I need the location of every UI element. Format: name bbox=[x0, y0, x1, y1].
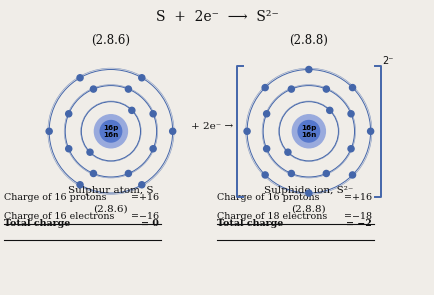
Circle shape bbox=[288, 86, 294, 92]
Text: (2.8.8): (2.8.8) bbox=[289, 34, 328, 47]
Circle shape bbox=[66, 111, 72, 117]
Text: + 2e⁻ →: + 2e⁻ → bbox=[191, 122, 233, 131]
Circle shape bbox=[305, 190, 311, 196]
Circle shape bbox=[305, 66, 311, 73]
Circle shape bbox=[138, 182, 145, 188]
Circle shape bbox=[326, 107, 332, 113]
Circle shape bbox=[288, 171, 294, 176]
Text: 16p
16n: 16p 16n bbox=[103, 125, 118, 138]
Circle shape bbox=[90, 86, 96, 92]
Text: (2.8.6): (2.8.6) bbox=[91, 34, 130, 47]
Text: 16p
16n: 16p 16n bbox=[300, 125, 316, 138]
Circle shape bbox=[297, 121, 319, 142]
Circle shape bbox=[262, 172, 268, 178]
Text: Sulphur atom, S: Sulphur atom, S bbox=[68, 186, 153, 196]
Circle shape bbox=[125, 86, 131, 92]
Text: Charge of 16 protons: Charge of 16 protons bbox=[4, 193, 107, 202]
Circle shape bbox=[66, 146, 72, 152]
Circle shape bbox=[169, 128, 175, 134]
Circle shape bbox=[87, 149, 93, 155]
Circle shape bbox=[349, 85, 355, 91]
Circle shape bbox=[90, 171, 96, 176]
Circle shape bbox=[150, 146, 156, 152]
Circle shape bbox=[128, 107, 135, 113]
Circle shape bbox=[292, 115, 325, 148]
Text: S  +  2e⁻  ⟶  S²⁻: S + 2e⁻ ⟶ S²⁻ bbox=[156, 10, 278, 24]
Text: Charge of 16 protons: Charge of 16 protons bbox=[217, 193, 319, 202]
Circle shape bbox=[100, 121, 122, 142]
Circle shape bbox=[322, 86, 329, 92]
Text: Charge of 16 electrons: Charge of 16 electrons bbox=[4, 212, 115, 221]
Circle shape bbox=[347, 111, 353, 117]
Circle shape bbox=[77, 182, 83, 188]
Text: Charge of 18 electrons: Charge of 18 electrons bbox=[217, 212, 327, 221]
Circle shape bbox=[349, 172, 355, 178]
Text: Total charge: Total charge bbox=[217, 219, 283, 228]
Circle shape bbox=[263, 111, 269, 117]
Circle shape bbox=[322, 171, 329, 176]
Circle shape bbox=[46, 128, 52, 134]
Circle shape bbox=[262, 85, 268, 91]
Circle shape bbox=[138, 75, 145, 81]
Circle shape bbox=[263, 146, 269, 152]
Text: =−18: =−18 bbox=[343, 212, 371, 221]
Circle shape bbox=[347, 146, 353, 152]
Circle shape bbox=[77, 75, 83, 81]
Text: Sulphide ion, S²⁻: Sulphide ion, S²⁻ bbox=[263, 186, 353, 196]
Text: (2.8.8): (2.8.8) bbox=[291, 204, 326, 213]
Circle shape bbox=[94, 115, 127, 148]
Circle shape bbox=[284, 149, 290, 155]
Text: = −2: = −2 bbox=[345, 219, 371, 228]
Text: (2.8.6): (2.8.6) bbox=[93, 204, 128, 213]
Circle shape bbox=[367, 128, 373, 134]
Circle shape bbox=[243, 128, 250, 134]
Text: =−16: =−16 bbox=[130, 212, 158, 221]
Text: = 0: = 0 bbox=[141, 219, 158, 228]
Text: =+16: =+16 bbox=[130, 193, 158, 202]
Text: Total charge: Total charge bbox=[4, 219, 70, 228]
Circle shape bbox=[125, 171, 131, 176]
Text: 2⁻: 2⁻ bbox=[382, 55, 393, 65]
Circle shape bbox=[150, 111, 156, 117]
Text: =+16: =+16 bbox=[343, 193, 371, 202]
